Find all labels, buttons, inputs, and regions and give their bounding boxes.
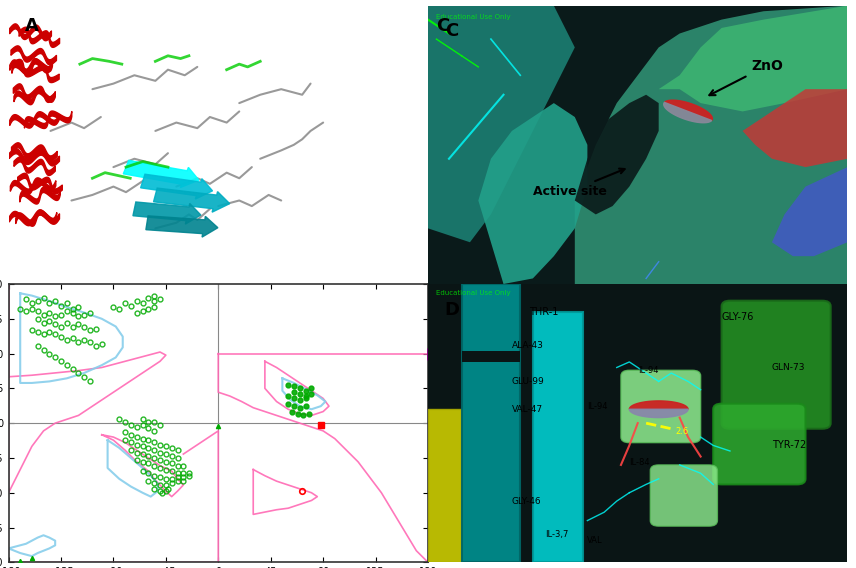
Text: THR-1: THR-1 [529,307,558,317]
Polygon shape [663,102,711,123]
Text: GLY-46: GLY-46 [512,496,542,506]
Text: GLY-76: GLY-76 [722,312,754,323]
Polygon shape [574,6,847,284]
Polygon shape [772,167,847,256]
Polygon shape [629,409,688,417]
FancyBboxPatch shape [428,6,847,284]
FancyBboxPatch shape [651,465,717,526]
FancyArrow shape [140,174,212,199]
Text: GLN-73: GLN-73 [772,363,805,372]
Text: A: A [26,17,39,35]
FancyBboxPatch shape [428,284,847,562]
FancyBboxPatch shape [461,351,520,362]
FancyArrow shape [123,160,199,187]
Polygon shape [742,89,847,167]
FancyArrow shape [133,202,201,224]
FancyBboxPatch shape [428,409,461,562]
Polygon shape [659,6,847,111]
Text: D: D [445,300,460,319]
Text: Educational Use Only: Educational Use Only [437,290,511,295]
Text: C: C [445,22,458,40]
Text: IL-3,7: IL-3,7 [545,530,569,539]
Polygon shape [428,6,574,242]
Text: IL-94: IL-94 [587,402,608,411]
FancyBboxPatch shape [532,312,583,562]
Text: C: C [437,17,449,35]
FancyBboxPatch shape [722,300,830,429]
FancyBboxPatch shape [461,284,520,562]
Text: 2.6: 2.6 [675,427,689,436]
Text: IL-84: IL-84 [629,458,650,467]
Text: IL-94: IL-94 [638,366,658,375]
Text: ZnO: ZnO [710,59,783,95]
Text: VAL: VAL [587,536,603,545]
FancyBboxPatch shape [713,404,805,485]
Text: GLU-99: GLU-99 [512,377,544,386]
Text: TYR-72: TYR-72 [772,440,806,450]
Polygon shape [664,100,712,120]
Polygon shape [629,401,688,409]
Text: ALA-43: ALA-43 [512,341,544,350]
Polygon shape [574,95,659,214]
Polygon shape [479,103,587,284]
Text: VAL-47: VAL-47 [512,405,543,414]
Text: Active site: Active site [532,169,625,198]
FancyArrow shape [153,188,229,212]
FancyBboxPatch shape [621,370,700,442]
FancyArrow shape [146,216,218,237]
Text: Educational Use Only: Educational Use Only [437,14,511,20]
